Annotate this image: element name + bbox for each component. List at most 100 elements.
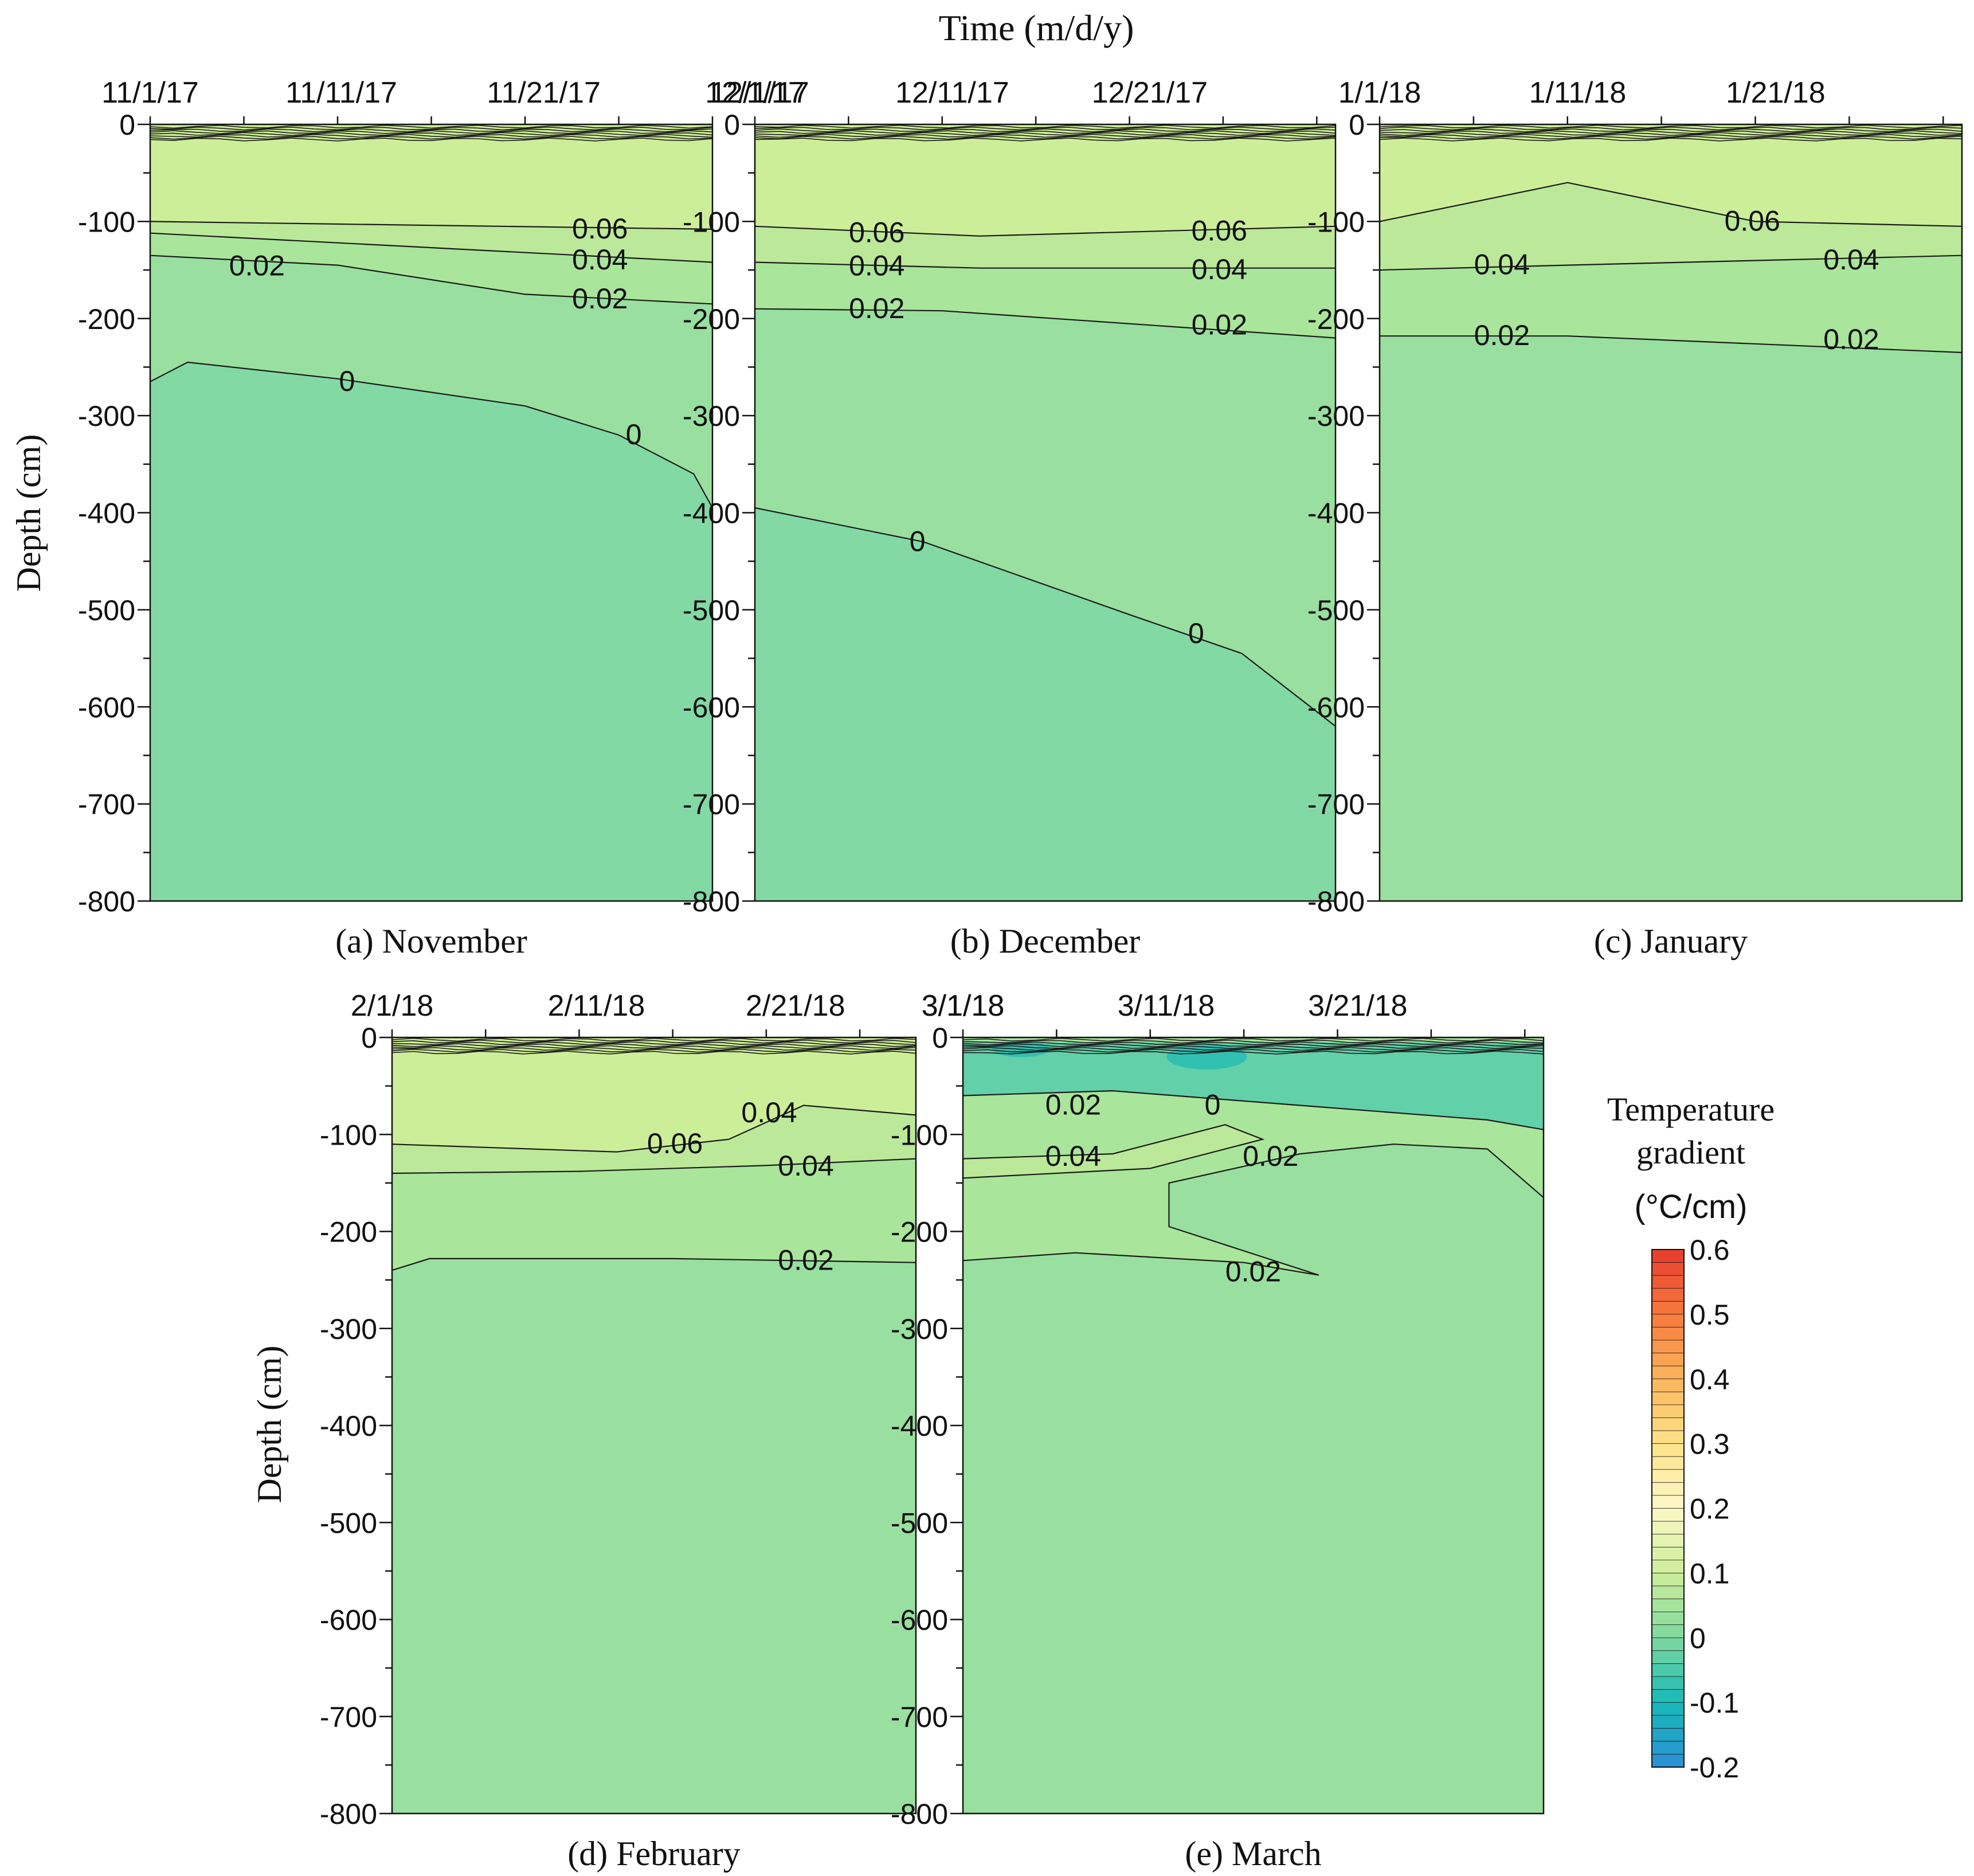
legend-tick-label: 0.6 xyxy=(1690,1234,1730,1266)
surface-contour-line xyxy=(754,135,1336,140)
legend-color-step xyxy=(1651,1340,1685,1354)
time-axis-title: Time (m/d/y) xyxy=(939,7,1134,48)
surface-contour-line xyxy=(150,134,713,138)
surface-contour-line xyxy=(391,1048,916,1053)
panel-5: 0 -100 -200 -300 -400 -500 -600 -700 -800 3/1/18 3… xyxy=(891,989,1545,1873)
contour-label: 0.06 xyxy=(1725,205,1780,237)
y-tick-label: -200 xyxy=(683,303,740,335)
surface-contour-line xyxy=(962,1047,1544,1051)
colorbar-legend: Temperature gradient (°C/cm) 0.60.50.40.… xyxy=(1607,1091,1775,1784)
y-tick-label: -300 xyxy=(1307,400,1365,432)
legend-color-step xyxy=(1651,1728,1685,1742)
legend-color-step xyxy=(1651,1637,1685,1651)
legend-color-step xyxy=(1651,1585,1685,1600)
y-tick-label: -400 xyxy=(1307,498,1365,530)
contour-line-0-02 xyxy=(962,1143,1544,1276)
x-tick-label: 3/11/18 xyxy=(1118,989,1215,1023)
legend-color-step xyxy=(1651,1702,1685,1716)
legend-color-step xyxy=(1651,1314,1685,1328)
surface-contour-line xyxy=(391,1043,916,1047)
contour-line-0-02 xyxy=(150,254,713,305)
surface-contour-line xyxy=(1379,134,1963,138)
legend-bar-frame xyxy=(1651,1249,1685,1768)
legend-tick-label: 0 xyxy=(1690,1622,1706,1654)
legend-color-step xyxy=(1651,1288,1685,1302)
y-tick-label: -600 xyxy=(891,1604,948,1636)
contour-line-0-02 xyxy=(391,1258,916,1271)
legend-color-step xyxy=(1651,1443,1685,1458)
y-tick-label: -800 xyxy=(683,886,740,918)
y-tick-label: -700 xyxy=(683,789,740,821)
y-tick-label: -600 xyxy=(78,691,135,723)
y-tick-label: 0 xyxy=(361,1022,377,1054)
legend-color-step xyxy=(1651,1754,1685,1768)
legend-color-step xyxy=(1651,1689,1685,1703)
y-tick-label: -700 xyxy=(320,1701,377,1733)
legend-color-step xyxy=(1651,1624,1685,1639)
contour-line-0 xyxy=(754,507,1336,727)
surface-contour-line xyxy=(1379,130,1963,134)
legend-color-step xyxy=(1651,1741,1685,1755)
surface-contour-line xyxy=(962,1045,1544,1049)
legend-tick-label: -0.2 xyxy=(1690,1752,1739,1784)
y-tick-label: -500 xyxy=(78,594,135,626)
y-tick-label: -300 xyxy=(891,1313,948,1345)
x-tick-label: 3/21/18 xyxy=(1308,989,1408,1023)
legend-color-step xyxy=(1651,1676,1685,1690)
y-tick-label: -100 xyxy=(891,1119,948,1151)
x-tick-label: 1/11/18 xyxy=(1529,76,1627,109)
contour-label: 0.06 xyxy=(1192,214,1247,246)
legend-color-step xyxy=(1651,1508,1685,1522)
contour-label: 0 xyxy=(1205,1088,1221,1121)
legend-title-line2: gradient xyxy=(1636,1134,1745,1171)
surface-contour-line xyxy=(150,138,713,142)
negative-gradient-fill xyxy=(963,1042,1544,1130)
surface-contour-line xyxy=(391,1047,916,1051)
surface-contour-line xyxy=(391,1051,916,1055)
panel-caption: (c) January xyxy=(1594,922,1748,960)
legend-color-step xyxy=(1651,1521,1685,1535)
y-tick-label: -400 xyxy=(683,498,740,530)
x-tick-label-end: 3/1/18 xyxy=(922,989,1005,1023)
contour-line-0-06 xyxy=(391,1105,916,1153)
contour-label: 0.06 xyxy=(572,213,628,245)
y-axis-label: Depth (cm) xyxy=(10,434,48,592)
y-tick-label: -600 xyxy=(683,691,740,723)
contour-label: 0.04 xyxy=(778,1150,833,1182)
contour-label: 0 xyxy=(626,418,642,451)
y-tick-label: -400 xyxy=(320,1410,377,1442)
y-tick-label: -600 xyxy=(320,1604,377,1636)
surface-contour-line xyxy=(962,1037,1544,1042)
legend-tick-label: 0.3 xyxy=(1690,1428,1730,1460)
panel-caption: (a) November xyxy=(335,922,527,960)
legend-color-step xyxy=(1651,1404,1685,1419)
surface-contour-line xyxy=(962,1051,1544,1055)
panel-2: 0 -100 -200 -300 -400 -500 -600 -700 -800 12/1/17… xyxy=(683,76,1337,960)
y-axis-label: Depth (cm) xyxy=(250,1346,288,1503)
y-tick-label: -200 xyxy=(78,303,135,335)
y-tick-label: -800 xyxy=(320,1798,377,1830)
y-tick-label: 0 xyxy=(1349,109,1365,141)
surface-contour-line xyxy=(1379,132,1963,136)
legend-color-step xyxy=(1651,1249,1685,1263)
legend-color-step xyxy=(1651,1572,1685,1587)
contour-line-0-06 xyxy=(150,221,713,230)
deep-band-fill xyxy=(150,362,712,901)
legend-color-step xyxy=(1651,1482,1685,1496)
legend-color-step xyxy=(1651,1327,1685,1341)
contour-label: 0.02 xyxy=(778,1244,833,1276)
y-tick-label: -800 xyxy=(891,1798,948,1830)
y-tick-label: 0 xyxy=(724,109,740,141)
surface-contour-line xyxy=(754,132,1336,136)
panel-caption: (b) December xyxy=(950,922,1140,960)
x-tick-label: 12/11/17 xyxy=(895,76,1009,109)
panel-1: 0 -100 -200 -300 -400 -500 -600 -700 -800 11/1/17… xyxy=(78,76,809,960)
band-fill-0-06 xyxy=(1380,124,1962,226)
band-fill-0-06 xyxy=(755,124,1335,236)
contour-label: 0.02 xyxy=(572,283,628,315)
y-tick-label: -400 xyxy=(78,498,135,530)
y-tick-label: -800 xyxy=(78,886,135,918)
y-tick-label: -700 xyxy=(891,1701,948,1733)
surface-contour-line xyxy=(150,135,713,140)
y-tick-label: -500 xyxy=(683,594,740,626)
